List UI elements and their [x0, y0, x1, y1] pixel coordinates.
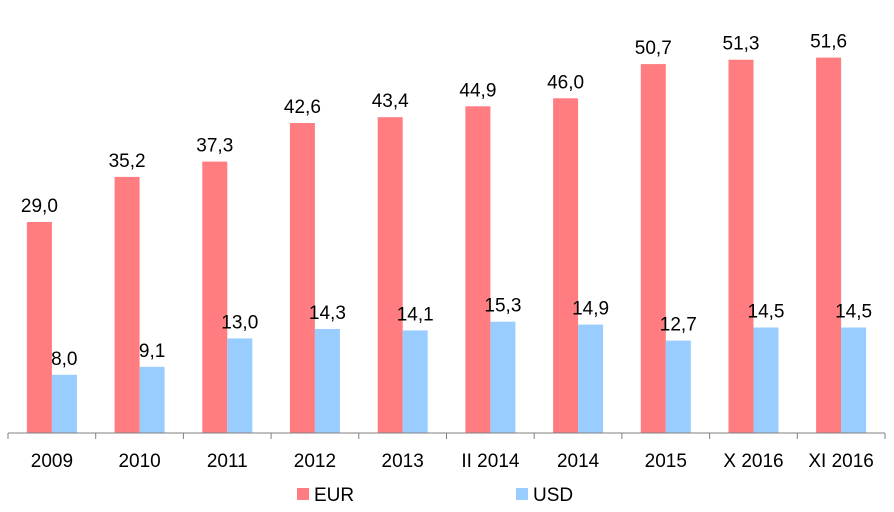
bar-usd — [841, 327, 867, 433]
x-tick-label: 2014 — [557, 451, 600, 472]
value-label-eur: 50,7 — [635, 38, 672, 59]
bar-eur — [289, 123, 315, 433]
value-label-eur: 44,9 — [459, 80, 496, 101]
x-ticks-layer: 2009 2010 2011 2012 2013 II 2014 2014 2015 X 201… — [7, 433, 886, 472]
bar-eur — [728, 59, 754, 433]
value-label-usd: 14,9 — [572, 299, 609, 320]
x-tick-label: 2009 — [31, 451, 73, 472]
bar-eur — [202, 161, 228, 433]
value-label-usd: 13,0 — [221, 312, 258, 333]
value-label-eur: 29,0 — [21, 196, 58, 217]
x-tick-label: 2012 — [294, 451, 336, 472]
value-label-eur: 43,4 — [372, 91, 409, 112]
bar-usd — [490, 321, 516, 433]
value-label-eur: 42,6 — [284, 97, 321, 118]
bar-eur — [114, 176, 140, 433]
x-tick-label: 2011 — [207, 451, 248, 472]
value-label-eur: 51,6 — [810, 32, 847, 53]
legend-label-eur: EUR — [314, 485, 354, 506]
x-tick-label: 2010 — [118, 451, 160, 472]
legend: EUR USD — [297, 485, 573, 506]
value-label-usd: 14,1 — [397, 304, 434, 325]
value-label-eur: 37,3 — [196, 136, 233, 157]
bar-usd — [402, 330, 428, 433]
bar-usd — [753, 327, 779, 433]
value-label-usd: 14,5 — [835, 302, 872, 323]
bar-eur — [377, 117, 403, 433]
bar-eur — [465, 106, 491, 434]
legend-swatch-eur — [297, 488, 309, 500]
legend-label-usd: USD — [533, 485, 573, 506]
bar-usd — [51, 374, 77, 433]
bar-usd — [139, 366, 165, 433]
bar-usd — [314, 329, 340, 433]
bar-eur — [553, 98, 579, 434]
value-label-eur: 35,2 — [109, 151, 146, 172]
x-tick-label: X 2016 — [723, 451, 783, 472]
x-tick-label: 2013 — [382, 451, 424, 472]
bar-usd — [227, 338, 253, 433]
value-label-usd: 8,0 — [51, 349, 77, 370]
value-label-usd: 14,5 — [748, 302, 785, 323]
value-label-eur: 51,3 — [723, 34, 760, 55]
value-label-eur: 46,0 — [547, 72, 584, 93]
value-label-usd: 12,7 — [660, 315, 697, 336]
bars-layer — [26, 57, 867, 434]
value-label-usd: 14,3 — [309, 303, 346, 324]
value-labels-layer: 29,0 8,0 35,2 9,1 37,3 13,0 42,6 14,3 43,4 14,1 44… — [21, 32, 872, 370]
x-tick-label: 2015 — [645, 451, 687, 472]
value-label-usd: 9,1 — [139, 341, 165, 362]
bar-usd — [665, 340, 691, 433]
x-tick-label: II 2014 — [461, 451, 520, 472]
value-label-usd: 15,3 — [484, 296, 521, 317]
bar-usd — [578, 324, 604, 433]
legend-swatch-usd — [516, 488, 528, 500]
bar-eur — [640, 64, 666, 433]
bar-eur — [26, 222, 52, 433]
x-tick-label: XI 2016 — [808, 451, 874, 472]
bar-eur — [816, 57, 842, 433]
